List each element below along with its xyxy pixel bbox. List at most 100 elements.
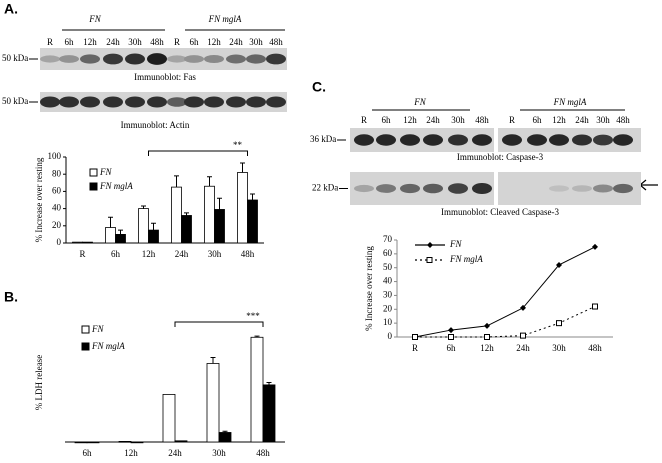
lane-label: 24h bbox=[229, 37, 243, 47]
bar bbox=[214, 209, 225, 244]
band bbox=[354, 134, 374, 146]
bar bbox=[174, 440, 188, 443]
band bbox=[423, 183, 443, 194]
band bbox=[40, 55, 60, 63]
band bbox=[400, 134, 420, 146]
blot-caption: Immunoblot: Cleaved Caspase-3 bbox=[441, 207, 559, 217]
band bbox=[549, 134, 569, 146]
band bbox=[572, 134, 592, 146]
lane-label: 6h bbox=[533, 115, 543, 125]
error-bar bbox=[250, 193, 255, 200]
band bbox=[184, 55, 204, 63]
point bbox=[556, 320, 562, 327]
band bbox=[246, 54, 266, 64]
y-tick-label: 60 bbox=[383, 248, 393, 258]
legend-label: FN mglA bbox=[449, 254, 483, 264]
x-tick-label: 6h bbox=[111, 249, 121, 259]
legend-swatch bbox=[89, 182, 98, 191]
x-tick-label: 6h bbox=[83, 448, 93, 458]
y-tick-label: 60 bbox=[52, 185, 62, 195]
band bbox=[472, 134, 492, 146]
kda-marker: 50 kDa bbox=[2, 53, 28, 63]
point bbox=[448, 327, 454, 334]
y-tick-label: 0 bbox=[388, 331, 393, 341]
kda-marker: 36 kDa bbox=[310, 134, 336, 144]
y-tick-label: 70 bbox=[383, 234, 393, 244]
x-tick-label: 48h bbox=[241, 249, 255, 259]
bar bbox=[130, 441, 144, 444]
band bbox=[59, 96, 79, 108]
band bbox=[226, 96, 246, 108]
band bbox=[246, 96, 266, 108]
bar bbox=[218, 432, 232, 443]
legend-label: FN mglA bbox=[99, 181, 133, 191]
y-tick-label: 10 bbox=[383, 317, 393, 327]
band bbox=[354, 184, 374, 193]
lane-label: 24h bbox=[106, 37, 120, 47]
lane-label: 12h bbox=[207, 37, 221, 47]
lane-group-label: FN mglA bbox=[553, 97, 587, 107]
lane-label: 30h bbox=[596, 115, 610, 125]
panel-label: B. bbox=[4, 289, 18, 305]
lane-label: 48h bbox=[150, 37, 164, 47]
significance-label: *** bbox=[246, 311, 260, 321]
bar bbox=[105, 227, 116, 244]
lane-label: 12h bbox=[83, 37, 97, 47]
point bbox=[556, 261, 562, 268]
legend-swatch bbox=[81, 325, 90, 334]
point bbox=[484, 334, 490, 340]
x-tick-label: R bbox=[412, 343, 418, 353]
bar bbox=[74, 441, 88, 444]
lane-label: 6h bbox=[382, 115, 392, 125]
error-bar bbox=[174, 175, 179, 188]
band bbox=[40, 96, 60, 108]
x-tick-label: 30h bbox=[208, 249, 222, 259]
x-tick-label: 24h bbox=[168, 448, 182, 458]
point bbox=[520, 304, 526, 311]
x-tick-label: 48h bbox=[256, 448, 270, 458]
bar bbox=[262, 384, 276, 443]
y-tick-label: 20 bbox=[52, 220, 62, 230]
lane-label: 12h bbox=[552, 115, 566, 125]
significance-bracket bbox=[174, 321, 264, 327]
band bbox=[400, 183, 420, 194]
lane-group-label: FN bbox=[413, 97, 426, 107]
point bbox=[592, 243, 598, 250]
kda-marker: 22 kDa bbox=[312, 183, 338, 193]
y-axis-label: % Increase over resting bbox=[34, 157, 44, 242]
point bbox=[520, 332, 526, 339]
lane-group-label: FN bbox=[88, 14, 101, 24]
error-bar bbox=[210, 357, 216, 364]
lane-label: R bbox=[361, 115, 367, 125]
y-tick-label: 50 bbox=[383, 262, 393, 272]
y-tick-label: 20 bbox=[383, 303, 393, 313]
x-tick-label: 30h bbox=[212, 448, 226, 458]
line bbox=[415, 306, 596, 338]
y-tick-label: 100 bbox=[48, 151, 62, 161]
error-bar bbox=[222, 430, 228, 433]
band bbox=[147, 53, 167, 65]
band bbox=[125, 96, 145, 108]
y-tick-label: 0 bbox=[57, 237, 62, 247]
lane-label: 6h bbox=[65, 37, 75, 47]
band bbox=[593, 134, 613, 146]
band bbox=[226, 54, 246, 64]
legend-label: FN bbox=[99, 167, 112, 177]
error-bar bbox=[217, 197, 222, 210]
bar bbox=[247, 199, 258, 244]
error-bar bbox=[254, 335, 260, 338]
error-bar bbox=[151, 222, 156, 231]
line bbox=[414, 246, 596, 338]
x-tick-label: 30h bbox=[552, 343, 566, 353]
point bbox=[484, 322, 490, 329]
band bbox=[204, 96, 224, 108]
bar bbox=[138, 208, 149, 244]
bar bbox=[148, 229, 159, 244]
x-tick-label: 12h bbox=[480, 343, 494, 353]
lane-label: R bbox=[174, 37, 180, 47]
band bbox=[527, 134, 547, 146]
band bbox=[423, 134, 443, 146]
band bbox=[103, 53, 123, 65]
lane-label: R bbox=[47, 37, 53, 47]
lane-label: 48h bbox=[616, 115, 630, 125]
